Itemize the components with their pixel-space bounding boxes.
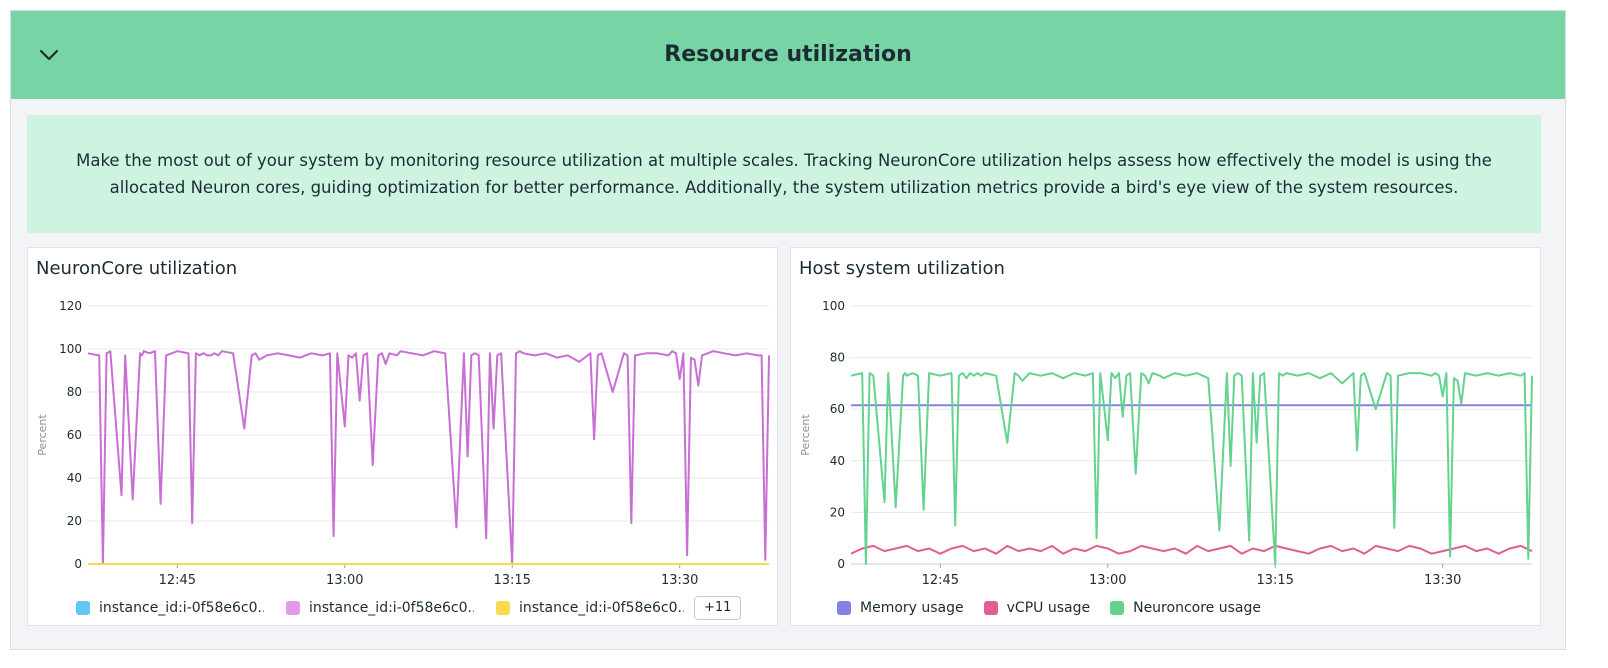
x-tick-label: 13:15 bbox=[493, 573, 530, 588]
more-series-button[interactable]: +11 bbox=[694, 596, 742, 620]
series-line[interactable] bbox=[850, 372, 1533, 565]
y-axis-label: Percent bbox=[36, 414, 49, 456]
y-tick-label: 60 bbox=[67, 428, 82, 442]
y-tick-label: 20 bbox=[67, 514, 82, 528]
chart-legend: Memory usage vCPU usage Neuroncore usage bbox=[791, 596, 1540, 620]
chevron-down-icon[interactable] bbox=[35, 41, 63, 69]
legend-item[interactable]: instance_id:i-0f58e6c0... bbox=[496, 600, 684, 616]
y-tick-label: 100 bbox=[822, 299, 845, 313]
y-tick-label: 100 bbox=[59, 342, 82, 356]
neuroncore-utilization-panel: NeuronCore utilization 0 20 40 60 80 100 120 12… bbox=[27, 247, 778, 626]
resource-utilization-section: Resource utilization Make the most out o… bbox=[10, 10, 1566, 650]
y-tick-label: 40 bbox=[830, 454, 845, 468]
y-tick-label: 0 bbox=[74, 557, 82, 571]
host-system-utilization-chart[interactable]: 0 20 40 60 80 100 12:45 13:00 13:15 13:30 Percent bbox=[791, 248, 1540, 593]
host-system-utilization-panel: Host system utilization 0 20 40 60 80 100 12:4… bbox=[790, 247, 1541, 626]
y-tick-label: 20 bbox=[830, 505, 845, 519]
y-tick-label: 60 bbox=[830, 402, 845, 416]
chart-legend: instance_id:i-0f58e6c0... instance_id:i-… bbox=[28, 596, 777, 620]
legend-swatch bbox=[983, 601, 998, 615]
x-tick-label: 12:45 bbox=[159, 573, 196, 588]
legend-swatch bbox=[286, 601, 300, 615]
description-text: Make the most out of your system by moni… bbox=[76, 151, 1492, 197]
x-tick-label: 13:00 bbox=[1089, 573, 1126, 588]
legend-swatch bbox=[496, 601, 510, 615]
y-tick-label: 40 bbox=[67, 471, 82, 485]
legend-swatch bbox=[76, 601, 90, 615]
y-tick-label: 80 bbox=[830, 351, 845, 365]
y-tick-label: 80 bbox=[67, 385, 82, 399]
legend-label: instance_id:i-0f58e6c0... bbox=[519, 600, 684, 616]
legend-label: instance_id:i-0f58e6c0... bbox=[309, 600, 474, 616]
legend-item[interactable]: Memory usage bbox=[837, 600, 964, 616]
section-title: Resource utilization bbox=[664, 42, 912, 67]
neuroncore-utilization-chart[interactable]: 0 20 40 60 80 100 120 12:45 13:00 13:15 13:30 Perce… bbox=[28, 248, 777, 593]
legend-label: Memory usage bbox=[860, 600, 964, 616]
legend-item[interactable]: Neuroncore usage bbox=[1110, 600, 1261, 616]
x-tick-label: 13:30 bbox=[1424, 573, 1461, 588]
section-header[interactable]: Resource utilization bbox=[11, 11, 1565, 99]
x-tick-label: 13:00 bbox=[326, 573, 363, 588]
series-line[interactable] bbox=[87, 350, 770, 565]
y-tick-label: 120 bbox=[59, 299, 82, 313]
y-axis-label: Percent bbox=[799, 414, 812, 456]
legend-label: instance_id:i-0f58e6c0... bbox=[99, 600, 264, 616]
x-tick-label: 12:45 bbox=[922, 573, 959, 588]
legend-item[interactable]: vCPU usage bbox=[983, 600, 1091, 616]
legend-item[interactable]: instance_id:i-0f58e6c0... bbox=[76, 600, 264, 616]
legend-label: vCPU usage bbox=[1006, 600, 1091, 616]
legend-label: Neuroncore usage bbox=[1133, 600, 1261, 616]
legend-item[interactable]: instance_id:i-0f58e6c0... bbox=[286, 600, 474, 616]
x-tick-label: 13:30 bbox=[661, 573, 698, 588]
x-tick-label: 13:15 bbox=[1256, 573, 1293, 588]
y-tick-label: 0 bbox=[837, 557, 845, 571]
legend-swatch bbox=[1110, 601, 1125, 615]
panel-title: NeuronCore utilization bbox=[36, 258, 238, 279]
panel-title: Host system utilization bbox=[799, 258, 1005, 279]
description-box: Make the most out of your system by moni… bbox=[27, 115, 1541, 233]
legend-swatch bbox=[837, 601, 851, 615]
series-line[interactable] bbox=[850, 544, 1533, 555]
